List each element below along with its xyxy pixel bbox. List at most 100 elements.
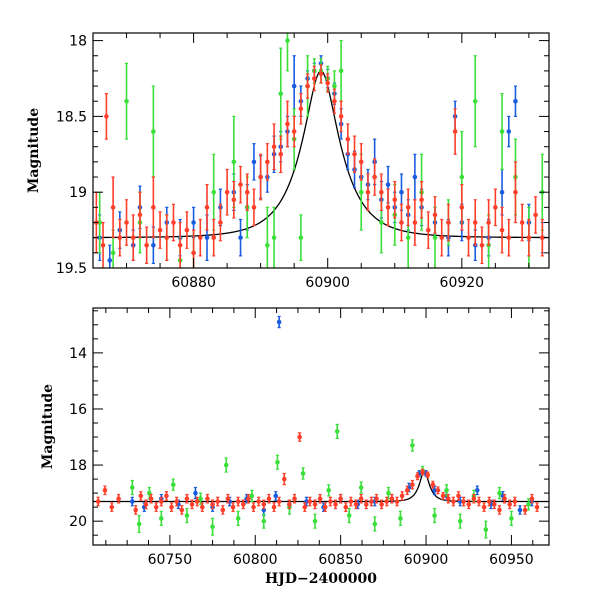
data-point-red (251, 502, 256, 512)
data-point-red (258, 153, 263, 201)
bottom-xtick-label: 60950 (489, 552, 534, 568)
data-point-red (244, 173, 250, 211)
data-point-green (265, 206, 270, 268)
data-point-red (200, 502, 205, 512)
data-point-red (133, 505, 138, 515)
data-point-red (384, 496, 390, 507)
data-point-red (285, 100, 290, 148)
data-point-green (151, 85, 156, 178)
data-point-red (171, 203, 176, 242)
data-point-red (130, 214, 136, 262)
data-point-blue (513, 85, 518, 117)
data-point-red (452, 108, 458, 155)
data-point-green (275, 454, 280, 470)
top-ytick-label: 18 (69, 34, 87, 50)
data-point-red (456, 491, 461, 501)
data-point-red (218, 203, 223, 242)
data-point-green (159, 510, 164, 526)
data-point-green (497, 486, 502, 500)
top-xtick-label: 60880 (171, 275, 216, 291)
data-point-red (261, 499, 267, 510)
data-point-red (389, 493, 395, 504)
data-point-green (223, 457, 229, 473)
data-point-red (404, 485, 410, 496)
data-point-red (412, 199, 418, 246)
data-point-red (95, 496, 101, 507)
top-series-red (94, 64, 545, 268)
data-point-red (472, 199, 478, 246)
data-point-red (497, 505, 502, 515)
data-point-red (297, 432, 302, 442)
data-point-red (374, 493, 379, 504)
top-ylabel: Magnitude (26, 108, 42, 193)
data-point-red (399, 203, 404, 242)
data-point-red (230, 502, 236, 512)
bottom-ytick-label: 16 (69, 402, 87, 418)
data-point-red (479, 226, 485, 265)
data-point-red (358, 493, 364, 504)
data-point-red (251, 188, 257, 227)
data-point-red (318, 64, 324, 84)
data-point-red (197, 218, 203, 257)
data-point-red (102, 485, 108, 496)
data-point-red (194, 496, 200, 507)
data-point-red (439, 218, 445, 257)
data-point-red (328, 496, 333, 507)
data-point-green (358, 481, 364, 494)
data-point-red (513, 161, 518, 224)
data-point-red (492, 499, 497, 510)
data-point-blue (238, 218, 243, 257)
bottom-xtick-label: 60850 (318, 552, 363, 568)
data-point-blue (517, 505, 523, 515)
data-point-red (363, 499, 369, 510)
data-point-red (451, 496, 456, 507)
data-point-blue (193, 486, 198, 500)
data-point-blue (506, 115, 512, 148)
data-point-blue (251, 143, 257, 181)
data-point-red (148, 493, 154, 504)
bottom-ytick-label: 18 (69, 458, 87, 474)
data-point-red (305, 73, 310, 99)
data-point-red (399, 491, 405, 501)
data-point-red (220, 505, 226, 515)
data-point-green (372, 516, 378, 532)
data-point-red (246, 493, 251, 504)
data-point-red (104, 93, 109, 140)
top-ytick-label: 18.5 (56, 109, 87, 125)
data-point-red (157, 211, 163, 249)
bottom-xlabel: HJD−2400000 (265, 571, 377, 587)
data-point-red (394, 496, 400, 507)
data-point-green (410, 439, 415, 452)
data-point-green (249, 489, 255, 503)
data-point-blue (273, 491, 279, 501)
data-point-red (369, 496, 374, 507)
data-point-green (278, 47, 284, 140)
data-point-red (211, 218, 217, 257)
bottom-ytick-label: 14 (69, 346, 87, 362)
top-axes-frame (92, 32, 550, 269)
data-point-red (425, 211, 431, 249)
bottom-xtick-label: 60750 (148, 552, 193, 568)
data-point-red (343, 502, 349, 512)
data-point-red (476, 496, 482, 507)
data-point-red (459, 184, 465, 231)
data-point-green (509, 510, 514, 526)
data-point-red (317, 493, 323, 504)
data-point-blue (107, 244, 113, 268)
bottom-series-green (129, 423, 531, 539)
data-point-red (311, 65, 317, 92)
data-point-red (526, 218, 532, 257)
data-point-red (117, 218, 123, 257)
data-point-red (191, 229, 196, 268)
data-point-green (261, 513, 267, 529)
data-point-red (153, 502, 159, 512)
data-point-red (137, 191, 143, 239)
data-point-red (116, 493, 121, 504)
data-point-red (512, 496, 518, 507)
data-point-red (486, 199, 491, 246)
data-point-red (425, 471, 431, 479)
data-point-red (534, 502, 540, 512)
data-point-red (507, 499, 513, 510)
data-point-red (466, 218, 471, 257)
